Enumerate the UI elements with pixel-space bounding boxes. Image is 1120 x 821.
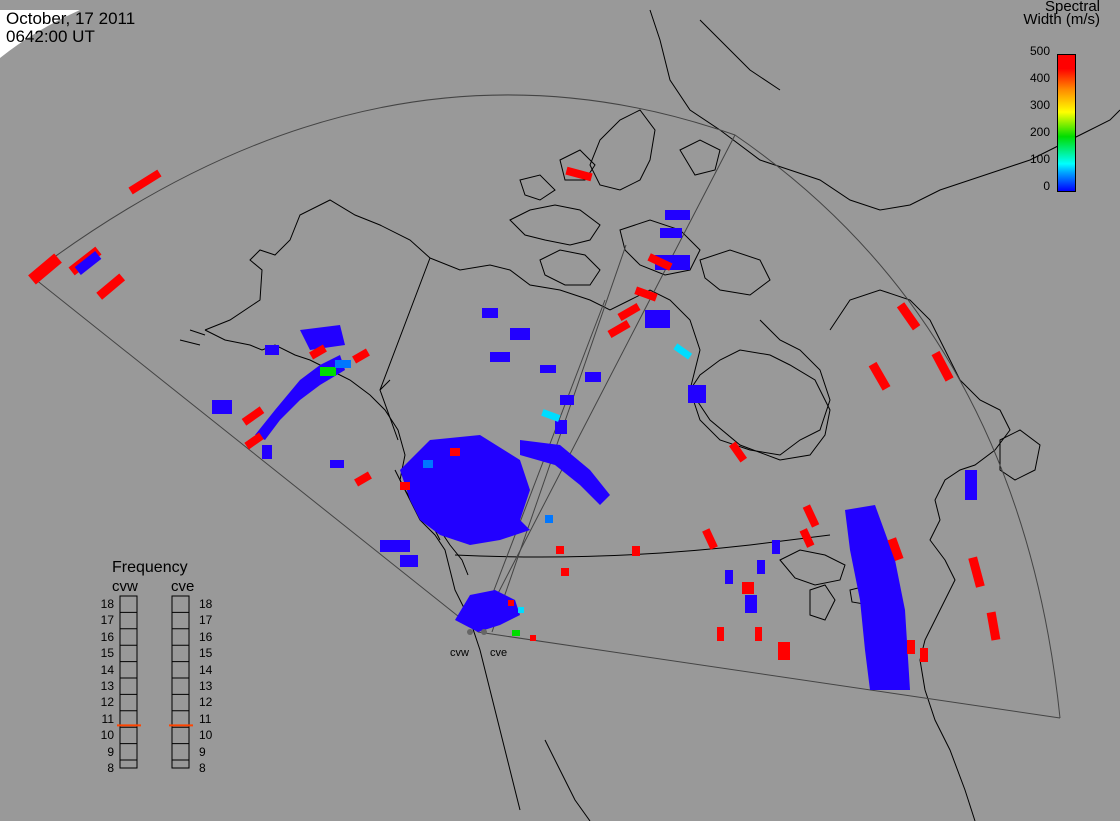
frequency-tick-label: 11: [199, 711, 212, 726]
fov-beam-inner-2: [477, 299, 606, 633]
frequency-tick-label: 14: [100, 662, 114, 677]
frequency-tick-label: 14: [199, 662, 213, 677]
frequency-tick-label: 10: [100, 728, 114, 743]
scatter-red-segments: [28, 166, 1001, 662]
frequency-tick-label: 9: [199, 744, 206, 759]
colorbar-tick: 0: [1043, 179, 1050, 193]
fov-beam-inner-cve: [491, 244, 627, 633]
frequency-tick-label: 16: [199, 629, 213, 644]
political-borders: [379, 257, 831, 558]
freq-gauge-cve: [171, 595, 190, 769]
frequency-tick-label: 15: [100, 646, 114, 661]
colorbar-tick: 300: [1029, 98, 1050, 112]
polar-cap-region: [0, 10, 80, 58]
colorbar-tick: 200: [1029, 125, 1050, 139]
colorbar-tick: 500: [1029, 44, 1050, 58]
frequency-tick-label: 9: [107, 744, 114, 759]
colorbar-tick: 400: [1029, 71, 1050, 85]
scatter-arc-alaska: [255, 355, 345, 440]
scatter-cluster-near-radar: [455, 590, 520, 632]
frequency-tick-label: 12: [100, 695, 114, 710]
frequency-label-cvw: cvw: [112, 578, 138, 595]
scatter-band-east: [845, 505, 910, 690]
fov-east-edge: [477, 631, 1061, 719]
time-label: 0642:00 UT: [6, 27, 95, 46]
colorbar-tick: 100: [1029, 152, 1050, 166]
coastlines: [179, 9, 1120, 821]
frequency-tick-label: 15: [199, 646, 213, 661]
scatter-arc-central: [520, 440, 610, 505]
us-canada-border: [454, 534, 831, 558]
radar-site-cvw-marker: [467, 629, 473, 635]
date-label: October, 17 2011: [6, 9, 136, 28]
frequency-tick-label: 17: [100, 613, 114, 628]
fov-west-edge: [29, 274, 479, 633]
colorbar-title-line1: Spectral: [1044, 0, 1100, 15]
colorbar-title-line2: Width (m/s): [1023, 11, 1100, 28]
frequency-tick-label: 12: [199, 695, 213, 710]
freq-gauge-cvw: [119, 595, 138, 769]
radar-site-cve-marker: [481, 629, 487, 635]
station-label-cvw: cvw: [450, 647, 469, 659]
fov-beam-inner-cvw: [477, 134, 736, 633]
frequency-tick-label: 18: [100, 597, 114, 611]
frequency-tick-label: 10: [199, 728, 213, 743]
frequency-tick-label: 8: [107, 761, 114, 775]
frequency-tick-label: 13: [100, 679, 114, 693]
frequency-tick-label: 17: [199, 613, 213, 628]
station-label-cve: cve: [490, 647, 508, 659]
frequency-tick-label: 16: [100, 629, 114, 644]
alaska-canada-border: [379, 257, 431, 441]
frequency-tick-label: 8: [199, 761, 206, 775]
frequency-tick-label: 18: [199, 597, 213, 611]
radar-field-of-view: [29, 94, 1061, 719]
spectral-width-colorbar: [1057, 54, 1076, 192]
frequency-tick-label: 13: [199, 679, 213, 693]
frequency-tick-label: 11: [101, 711, 114, 726]
frequency-title: Frequency: [112, 559, 188, 576]
radar-scatter-data: [28, 166, 1001, 690]
frequency-gauges: [117, 595, 193, 769]
frequency-label-cve: cve: [171, 578, 195, 595]
scatter-cluster-west: [400, 435, 530, 545]
